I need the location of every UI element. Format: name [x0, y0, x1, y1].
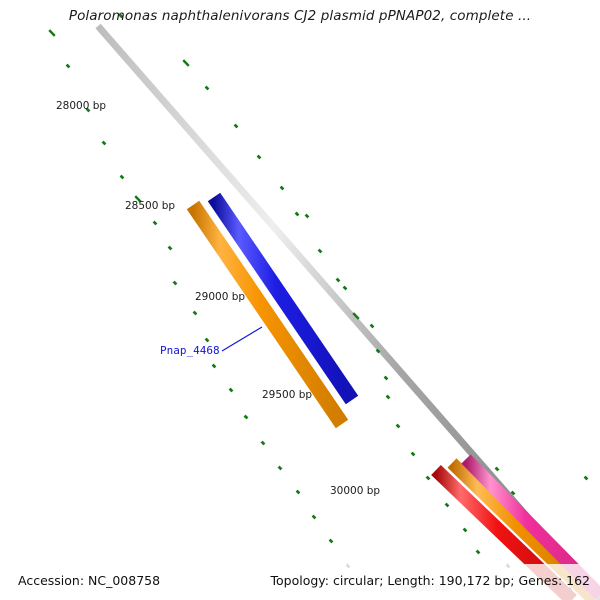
- ruler-tick: [383, 375, 389, 381]
- ruler-tick: [182, 59, 190, 67]
- gene-label-leader-line: [221, 326, 263, 352]
- ruler-tick: [172, 280, 178, 286]
- ruler-tick: [48, 29, 56, 37]
- ruler-tick: [317, 248, 323, 254]
- ruler-label-28000-bp: 28000 bp: [56, 100, 107, 112]
- status-accession: Accession: NC_008758: [18, 573, 161, 588]
- ruler-tick: [192, 310, 198, 316]
- ruler-tick: [352, 312, 360, 320]
- ruler-tick: [85, 107, 91, 113]
- ruler-tick: [204, 337, 210, 343]
- ruler-tick: [342, 285, 348, 291]
- ruler-tick: [410, 451, 416, 457]
- ruler-tick: [152, 220, 158, 226]
- ruler-tick: [444, 502, 450, 508]
- ruler-tick: [304, 213, 310, 219]
- ruler-tick: [65, 63, 71, 69]
- ruler-tick: [260, 440, 266, 446]
- ruler-tick: [134, 195, 142, 203]
- ruler-tick: [494, 466, 500, 472]
- ruler-tick: [228, 387, 234, 393]
- ruler-tick: [243, 414, 249, 420]
- ruler-tick: [233, 123, 239, 129]
- status-sequence-info: Topology: circular; Length: 190,172 bp; …: [270, 573, 591, 588]
- ruler-tick: [167, 245, 173, 251]
- ruler-tick: [204, 85, 210, 91]
- gene-label-pnap-4468[interactable]: Pnap_4468: [160, 344, 220, 357]
- ruler-tick: [328, 538, 334, 544]
- ruler-tick: [311, 514, 317, 520]
- ruler-tick: [462, 527, 468, 533]
- ruler-tick: [375, 348, 381, 354]
- ruler-tick: [277, 465, 283, 471]
- ruler-tick: [256, 154, 262, 160]
- ruler-tick: [395, 423, 401, 429]
- status-bar: Accession: NC_008758 Topology: circular;…: [0, 564, 600, 600]
- ruler-tick: [510, 490, 516, 496]
- ruler-tick: [119, 174, 125, 180]
- ruler-tick: [101, 140, 107, 146]
- ruler-tick: [335, 277, 341, 283]
- ruler-ticks-inner: [48, 29, 351, 569]
- ruler-tick: [369, 323, 375, 329]
- ruler-tick: [425, 475, 431, 481]
- ruler-label-29500-bp: 29500 bp: [262, 389, 313, 401]
- ruler-tick: [279, 185, 285, 191]
- ruler-tick: [475, 549, 481, 555]
- ruler-label-29000-bp: 29000 bp: [195, 291, 246, 303]
- ruler-tick: [211, 363, 217, 369]
- ruler-tick: [385, 394, 391, 400]
- ruler-tick: [118, 13, 124, 19]
- gene-feature-blue-reverse[interactable]: [207, 192, 359, 405]
- ruler-tick: [583, 475, 589, 481]
- ruler-label-28500-bp: 28500 bp: [125, 200, 176, 212]
- gene-feature-orange-forward[interactable]: [186, 200, 349, 429]
- ruler-tick: [294, 211, 300, 217]
- ruler-label-30000-bp: 30000 bp: [330, 485, 381, 497]
- ruler-tick: [295, 489, 301, 495]
